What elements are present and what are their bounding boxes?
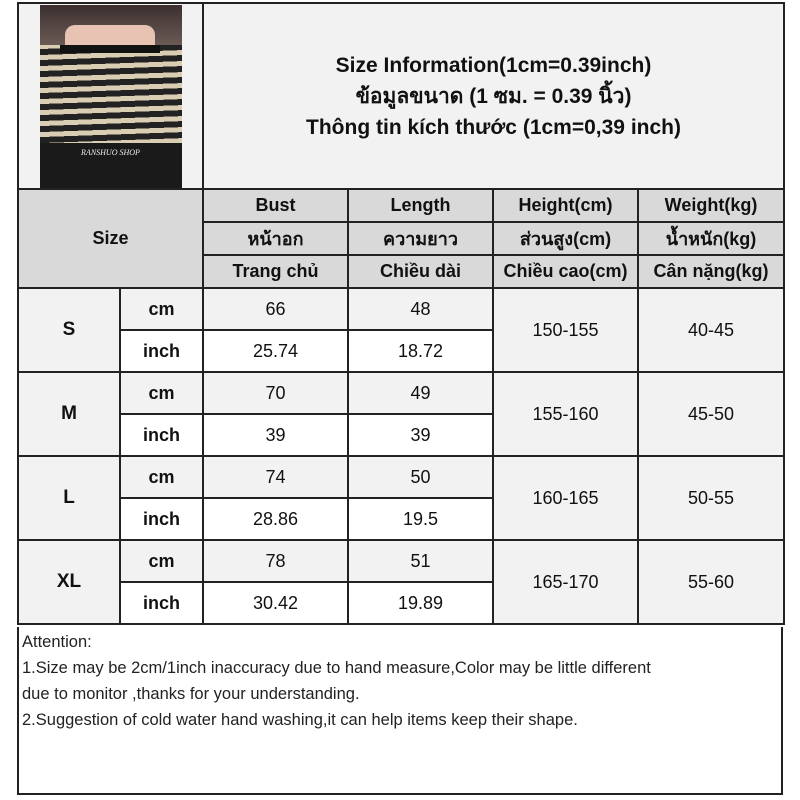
unit-cm: cm bbox=[119, 287, 204, 331]
title-line-vi: Thông tin kích thước (1cm=0,39 inch) bbox=[306, 115, 681, 139]
title-cell: Size Information(1cm=0.39inch) ข้อมูลขนา… bbox=[201, 2, 786, 190]
attention-notes: Attention: 1.Size may be 2cm/1inch inacc… bbox=[17, 627, 783, 795]
length-cm: 51 bbox=[347, 539, 494, 583]
length-cm: 48 bbox=[347, 287, 494, 331]
bust-cm: 74 bbox=[202, 455, 349, 499]
unit-cm: cm bbox=[119, 371, 204, 415]
bust-inch: 39 bbox=[202, 413, 349, 457]
col-header-weight-en: Weight(kg) bbox=[636, 188, 786, 223]
unit-inch: inch bbox=[119, 581, 204, 625]
col-header-bust-en: Bust bbox=[202, 188, 349, 223]
col-header-bust-vi: Trang chủ bbox=[202, 254, 349, 289]
bust-cm: 70 bbox=[202, 371, 349, 415]
bust-cm: 66 bbox=[202, 287, 349, 331]
size-label: XL bbox=[17, 539, 121, 625]
col-header-height-vi: Chiều cao(cm) bbox=[492, 254, 639, 289]
col-header-length-th: ความยาว bbox=[347, 221, 494, 256]
length-cm: 50 bbox=[347, 455, 494, 499]
bust-inch: 28.86 bbox=[202, 497, 349, 541]
size-chart-table: RANSHUO SHOP Size Information(1cm=0.39in… bbox=[17, 2, 786, 625]
title-line-en: Size Information(1cm=0.39inch) bbox=[335, 53, 652, 77]
col-header-length-en: Length bbox=[347, 188, 494, 223]
col-header-length-vi: Chiều dài bbox=[347, 254, 494, 289]
size-header: Size bbox=[17, 188, 204, 289]
size-label: L bbox=[17, 455, 121, 541]
table-row: inch 39 39 bbox=[18, 413, 784, 457]
weight-range: 50-55 bbox=[636, 455, 786, 541]
attention-line: due to monitor ,thanks for your understa… bbox=[22, 685, 360, 703]
weight-range: 45-50 bbox=[636, 371, 786, 457]
length-cm: 49 bbox=[347, 371, 494, 415]
product-photo: RANSHUO SHOP bbox=[39, 4, 182, 188]
table-row: inch 28.86 19.5 bbox=[18, 497, 784, 541]
bust-inch: 30.42 bbox=[202, 581, 349, 625]
length-inch: 18.72 bbox=[347, 329, 494, 373]
height-range: 150-155 bbox=[492, 287, 639, 373]
attention-heading: Attention: bbox=[22, 633, 92, 651]
weight-range: 40-45 bbox=[636, 287, 786, 373]
unit-cm: cm bbox=[119, 539, 204, 583]
title-line-th: ข้อมูลขนาด (1 ซม. = 0.39 นิ้ว) bbox=[355, 84, 632, 108]
table-row: XL cm 78 51 165-170 55-60 bbox=[17, 539, 786, 625]
product-photo-cell: RANSHUO SHOP bbox=[17, 2, 204, 190]
photo-watermark: RANSHUO SHOP bbox=[81, 147, 140, 157]
table-row: inch 30.42 19.89 bbox=[18, 581, 784, 625]
unit-inch: inch bbox=[119, 413, 204, 457]
col-header-weight-th: น้ำหนัก(kg) bbox=[636, 221, 786, 256]
height-range: 165-170 bbox=[492, 539, 639, 625]
col-header-height-en: Height(cm) bbox=[492, 188, 639, 223]
length-inch: 19.5 bbox=[347, 497, 494, 541]
unit-inch: inch bbox=[119, 497, 204, 541]
length-inch: 39 bbox=[347, 413, 494, 457]
height-range: 160-165 bbox=[492, 455, 639, 541]
bust-cm: 78 bbox=[202, 539, 349, 583]
height-range: 155-160 bbox=[492, 371, 639, 457]
attention-line: 1.Size may be 2cm/1inch inaccuracy due t… bbox=[22, 659, 651, 677]
size-label: M bbox=[17, 371, 121, 457]
weight-range: 55-60 bbox=[636, 539, 786, 625]
unit-inch: inch bbox=[119, 329, 204, 373]
bust-inch: 25.74 bbox=[202, 329, 349, 373]
length-inch: 19.89 bbox=[347, 581, 494, 625]
table-row: inch 25.74 18.72 bbox=[18, 329, 784, 373]
size-label: S bbox=[17, 287, 121, 373]
col-header-weight-vi: Cân nặng(kg) bbox=[636, 254, 786, 289]
unit-cm: cm bbox=[119, 455, 204, 499]
attention-line: 2.Suggestion of cold water hand washing,… bbox=[22, 711, 578, 729]
col-header-bust-th: หน้าอก bbox=[202, 221, 349, 256]
col-header-height-th: ส่วนสูง(cm) bbox=[492, 221, 639, 256]
